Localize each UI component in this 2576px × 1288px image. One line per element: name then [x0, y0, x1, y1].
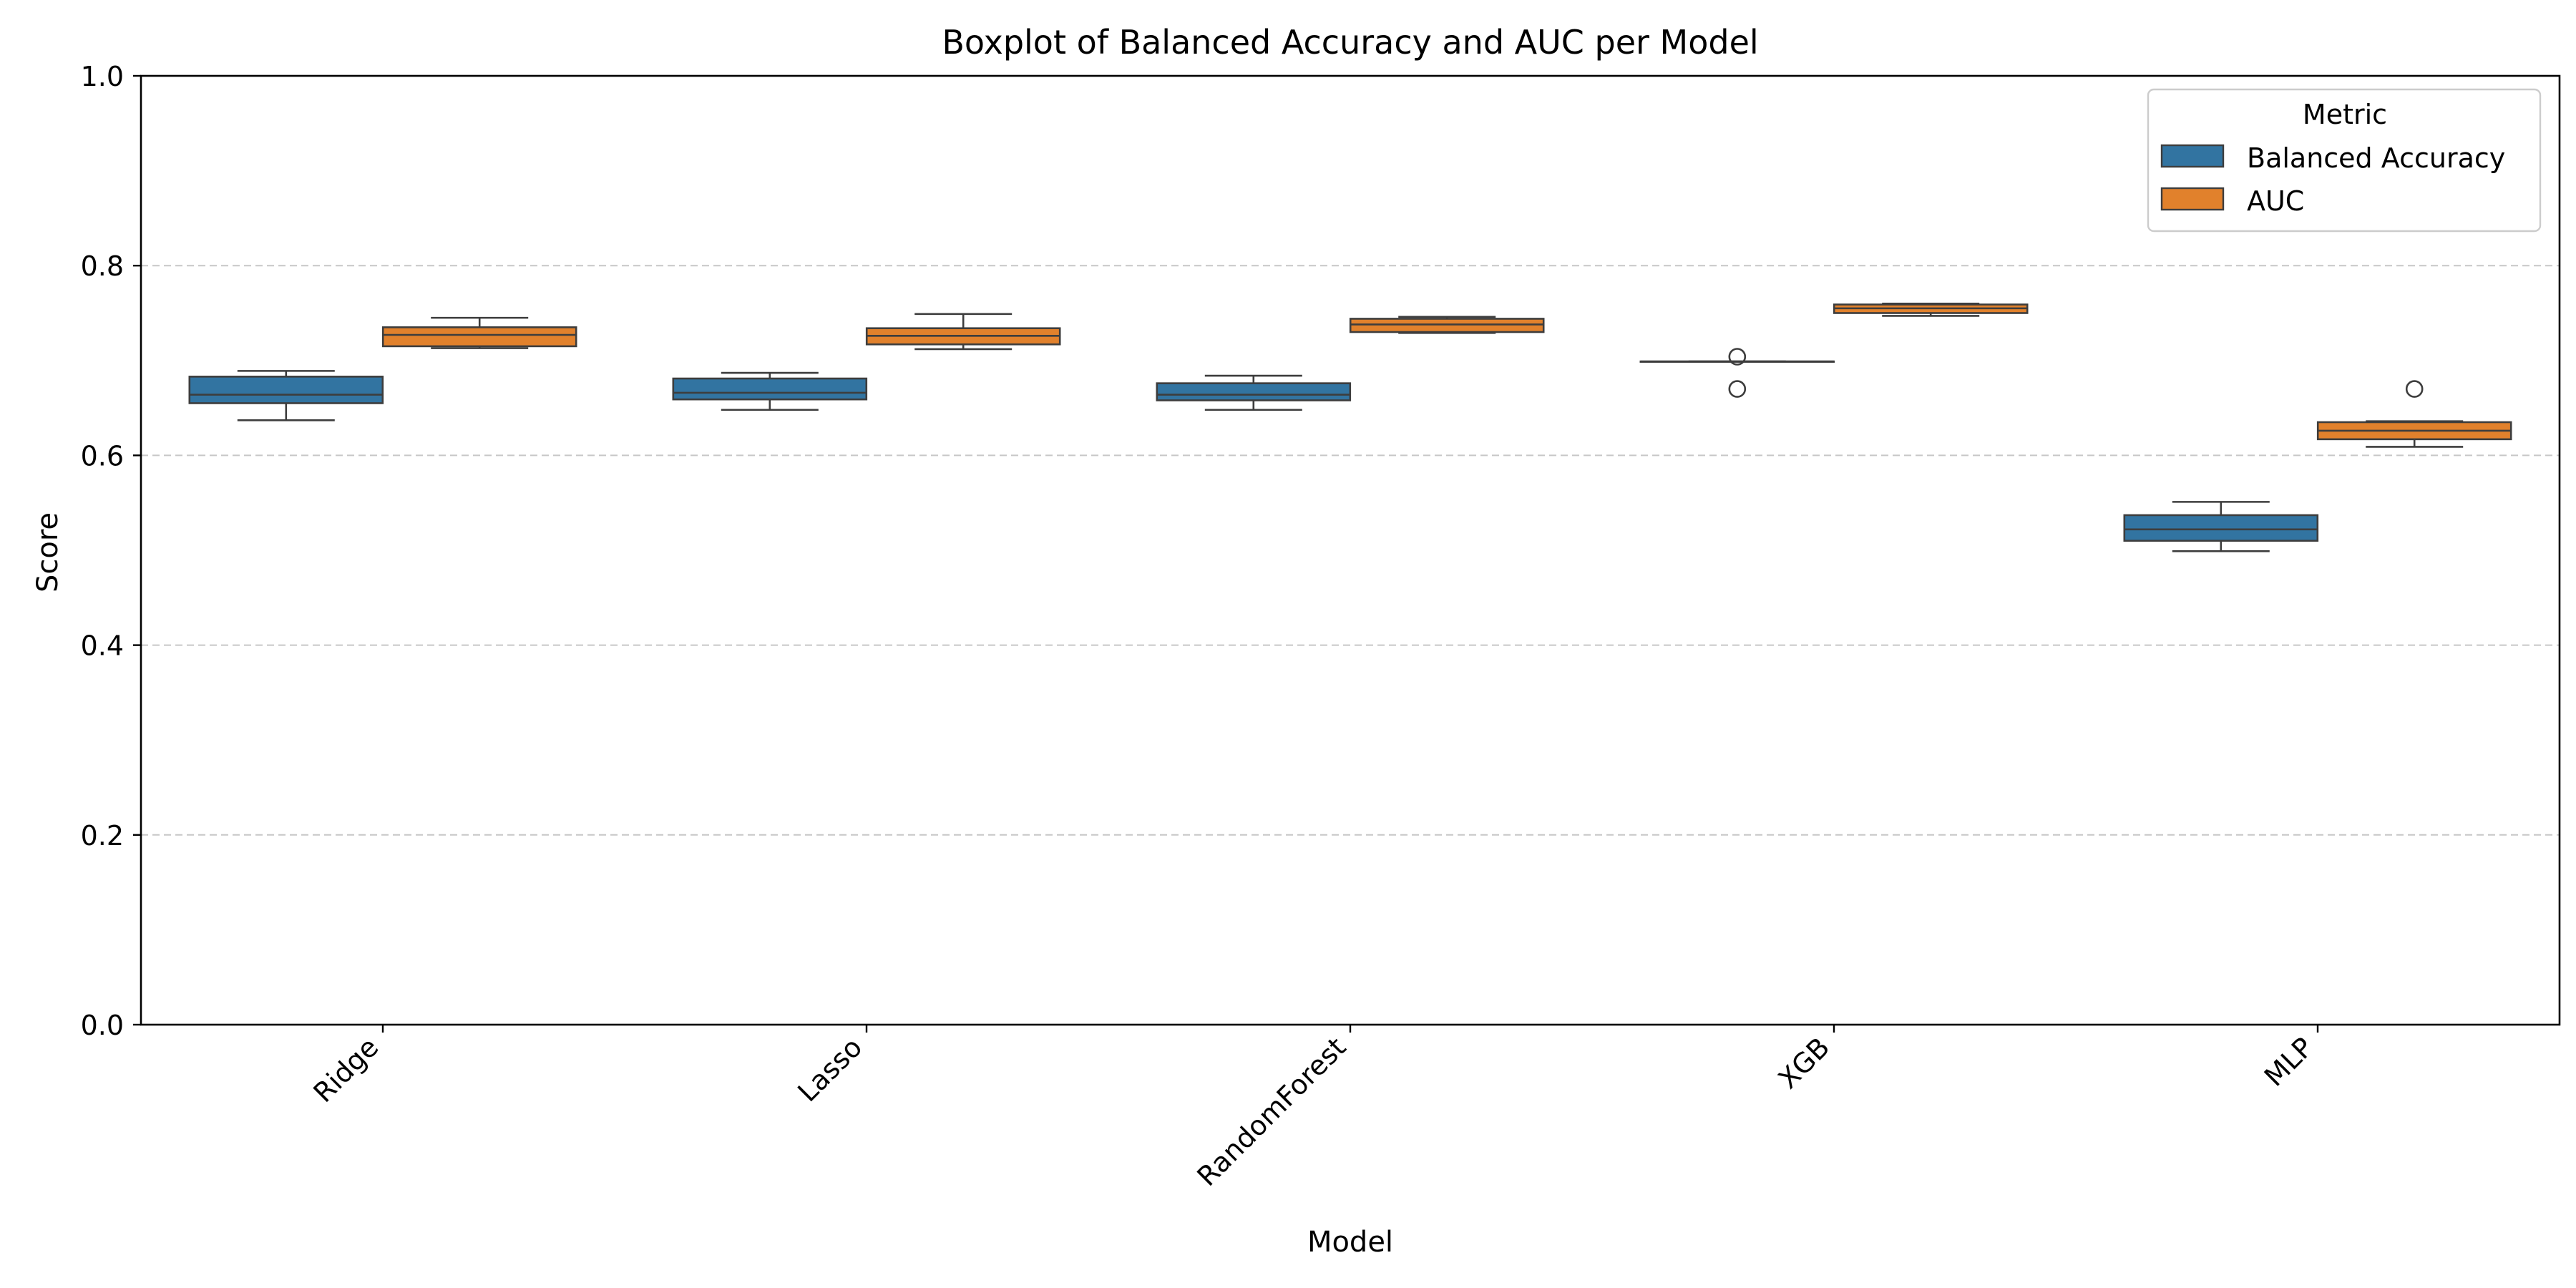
box-group	[1349, 316, 1545, 334]
legend-title: Metric	[2303, 99, 2387, 130]
y-axis-label: Score	[31, 512, 64, 592]
iqr-box	[672, 377, 868, 401]
legend-label-auc: AUC	[2247, 185, 2304, 217]
legend-frame	[2147, 88, 2542, 233]
box-group	[188, 370, 384, 421]
iqr-box	[188, 376, 384, 404]
y-tick-label: 0.4	[81, 630, 124, 662]
y-tick-label: 0.6	[81, 440, 124, 472]
iqr-box	[381, 326, 577, 348]
legend-swatch-balanced-accuracy	[2160, 144, 2225, 168]
x-axis-label: Model	[1307, 1226, 1393, 1259]
box-group	[1156, 374, 1352, 411]
box-group	[2316, 380, 2512, 448]
iqr-box	[1349, 318, 1545, 333]
box-group	[672, 371, 868, 411]
y-tick-label: 0.2	[81, 820, 124, 852]
iqr-box	[2123, 514, 2319, 542]
legend: Metric Balanced Accuracy AUC	[2147, 88, 2542, 233]
y-tick-label: 1.0	[81, 61, 124, 92]
box-group	[865, 313, 1061, 351]
legend-label-balanced-accuracy: Balanced Accuracy	[2247, 142, 2505, 174]
box-group	[381, 316, 577, 349]
y-tick-label: 0.8	[81, 250, 124, 282]
chart-title: Boxplot of Balanced Accuracy and AUC per…	[942, 23, 1758, 62]
y-tick-label: 0.0	[81, 1010, 124, 1041]
box-groups	[188, 302, 2512, 552]
box-group	[1833, 302, 2029, 317]
iqr-box	[1156, 382, 1352, 401]
outlier-point	[1728, 380, 1747, 398]
outlier-point	[2405, 380, 2424, 398]
box-group	[1639, 348, 1835, 398]
grid-lines	[141, 265, 2560, 836]
legend-swatch-auc	[2160, 187, 2225, 211]
outlier-point	[1728, 348, 1747, 366]
box-group	[2123, 501, 2319, 552]
